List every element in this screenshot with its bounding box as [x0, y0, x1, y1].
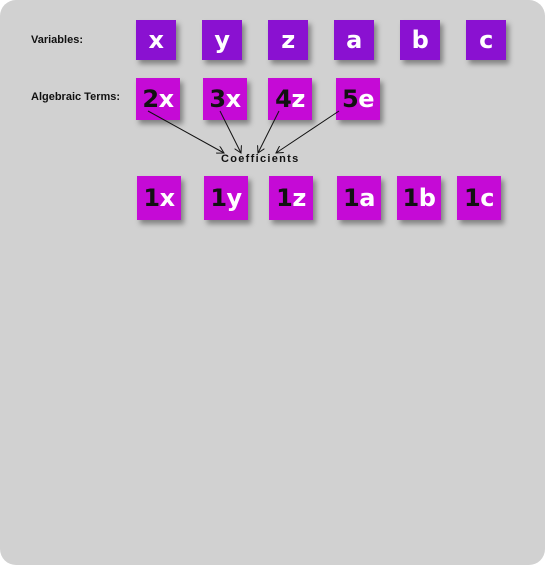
term-variable: x: [225, 85, 241, 113]
term-coefficient: 3: [209, 85, 226, 113]
unit-term-variable: b: [418, 184, 436, 212]
variable-tile-c: c: [466, 20, 506, 60]
unit-term-variable: z: [292, 184, 306, 212]
unit-term-variable: y: [226, 184, 243, 212]
unit-term-coefficient: 1: [464, 184, 481, 212]
algebraic-terms-label: Algebraic Terms:: [31, 91, 121, 103]
term-coefficient: 4: [275, 85, 292, 113]
coefficients-label: Coefficients: [221, 153, 300, 165]
variable-tile-y: y: [202, 20, 242, 60]
unit-term-variable: a: [359, 184, 375, 212]
unit-term-coefficient: 1: [210, 184, 227, 212]
variable-tile-b: b: [400, 20, 440, 60]
variable-tile-x: x: [136, 20, 176, 60]
term-coefficient: 5: [342, 85, 359, 113]
unit-term-coefficient: 1: [143, 184, 160, 212]
term-variable: x: [158, 85, 174, 113]
variable-tile-z: z: [268, 20, 308, 60]
unit-term-variable: x: [159, 184, 175, 212]
term-variable: z: [291, 85, 305, 113]
term-variable: e: [358, 85, 374, 113]
unit-term-coefficient: 1: [276, 184, 293, 212]
variables-label: Variables:: [31, 34, 83, 46]
unit-term-coefficient: 1: [402, 184, 420, 212]
unit-term-coefficient: 1: [343, 184, 360, 212]
unit-term-variable: c: [480, 184, 494, 212]
variable-tile-a: a: [334, 20, 374, 60]
term-coefficient: 2: [142, 85, 159, 113]
